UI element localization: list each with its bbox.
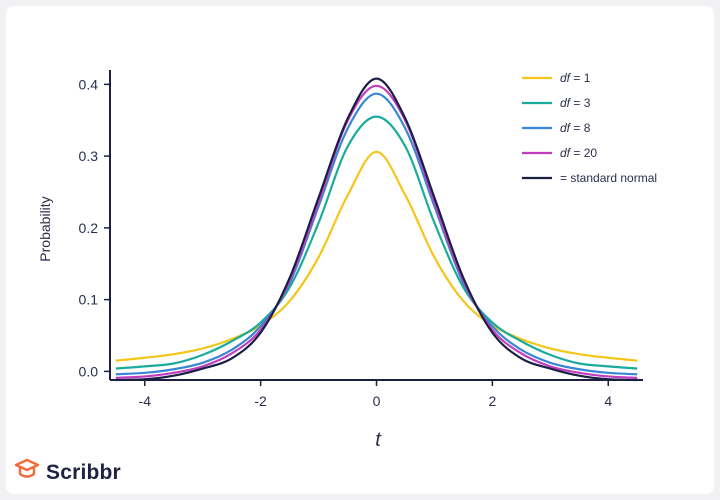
- y-tick-label: 0.2: [79, 220, 99, 236]
- y-tick-label: 0.4: [79, 76, 99, 92]
- x-tick-label: -2: [254, 393, 267, 409]
- chart-card: [6, 6, 714, 494]
- x-axis-title: t: [375, 429, 382, 451]
- series-line-1: [115, 150, 638, 362]
- brand-name: Scribbr: [46, 460, 121, 484]
- brand-logo: Scribbr: [14, 458, 121, 487]
- x-tick-label: 0: [373, 393, 381, 409]
- x-tick-label: 4: [604, 393, 612, 409]
- y-tick-label: 0.3: [79, 148, 99, 164]
- plot-curves: [115, 77, 638, 382]
- y-tick-label: 0.1: [79, 292, 99, 308]
- legend-label: df = 20: [560, 146, 597, 160]
- series-line-3: [115, 92, 638, 376]
- series-line-5: [115, 77, 638, 382]
- series-line-4: [115, 84, 638, 379]
- legend-label: = standard normal: [560, 171, 657, 185]
- legend: df = 1 df = 3 df = 8 df = 20 = standard norm…: [522, 71, 657, 185]
- legend-label: df = 1: [560, 71, 591, 85]
- legend-label: df = 8: [560, 121, 591, 135]
- x-axis-ticks: -4 -2 0 2 4: [139, 380, 612, 409]
- series-line-2: [115, 115, 638, 370]
- x-tick-label: -4: [139, 393, 152, 409]
- y-tick-label: 0.0: [79, 363, 99, 379]
- graduation-cap-icon: [14, 458, 40, 487]
- legend-label: df = 3: [560, 96, 591, 110]
- y-axis-title: Probability: [37, 196, 53, 261]
- x-tick-label: 2: [488, 393, 496, 409]
- y-axis-ticks: 0.0 0.1 0.2 0.3 0.4: [79, 76, 110, 379]
